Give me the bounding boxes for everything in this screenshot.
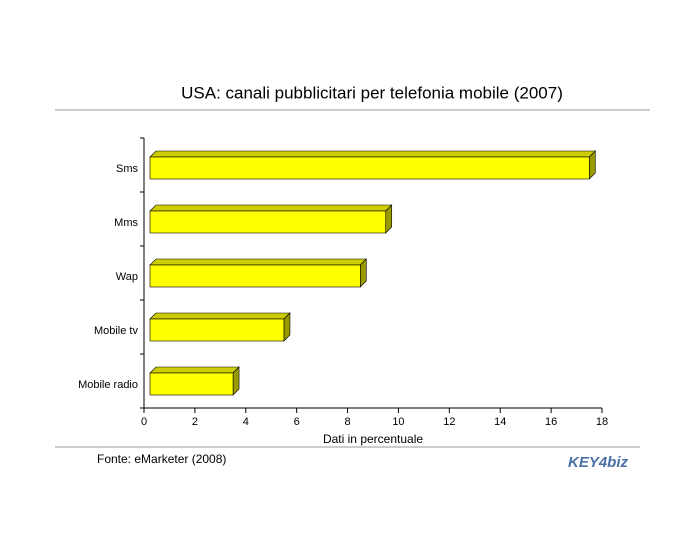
- y-tick-label: Mms: [114, 217, 138, 229]
- x-tick-label: 16: [545, 416, 557, 428]
- bar: [149, 210, 387, 234]
- bar: [149, 156, 590, 180]
- x-tick-label: 8: [344, 416, 350, 428]
- y-tick-label: Mobile tv: [94, 325, 139, 337]
- x-tick-label: 12: [443, 416, 455, 428]
- y-tick-label: Wap: [116, 271, 138, 283]
- bar-top: [149, 258, 368, 266]
- bar-top: [149, 150, 597, 158]
- logo: KEY4biz: [568, 454, 629, 471]
- x-tick-label: 10: [392, 416, 404, 428]
- x-axis-title: Dati in percentuale: [323, 432, 423, 446]
- bar-top: [149, 312, 291, 320]
- bar: [149, 372, 234, 396]
- bar: [149, 318, 285, 342]
- x-tick-label: 18: [596, 416, 608, 428]
- bar-top: [149, 366, 240, 374]
- y-tick-label: Mobile radio: [78, 379, 138, 391]
- x-tick-label: 0: [141, 416, 147, 428]
- x-tick-label: 2: [192, 416, 198, 428]
- x-tick-label: 14: [494, 416, 506, 428]
- x-tick-label: 4: [243, 416, 249, 428]
- source: Fonte: eMarketer (2008): [97, 452, 226, 466]
- chart-title: USA: canali pubblicitari per telefonia m…: [181, 83, 563, 102]
- bar-top: [149, 204, 393, 212]
- y-tick-label: Sms: [116, 163, 139, 175]
- bar: [149, 264, 361, 288]
- x-tick-label: 6: [294, 416, 300, 428]
